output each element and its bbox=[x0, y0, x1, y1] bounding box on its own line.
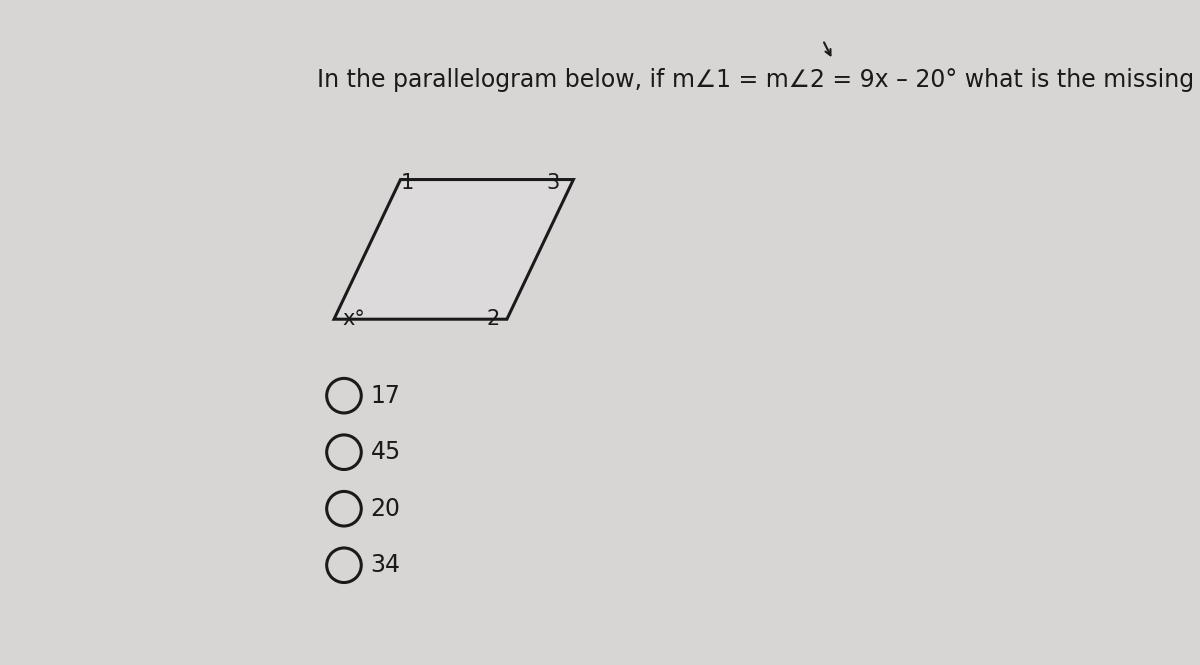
Text: In the parallelogram below, if m∠1 = m∠2 = 9x – 20° what is the missing value fo: In the parallelogram below, if m∠1 = m∠2… bbox=[317, 68, 1200, 92]
Text: 34: 34 bbox=[371, 553, 401, 577]
Text: 20: 20 bbox=[371, 497, 401, 521]
Polygon shape bbox=[334, 180, 574, 319]
Text: 45: 45 bbox=[371, 440, 401, 464]
Text: x°: x° bbox=[343, 309, 366, 329]
Text: 2: 2 bbox=[487, 309, 500, 329]
Text: 1: 1 bbox=[401, 173, 414, 193]
Text: 3: 3 bbox=[547, 173, 560, 193]
Text: 17: 17 bbox=[371, 384, 401, 408]
